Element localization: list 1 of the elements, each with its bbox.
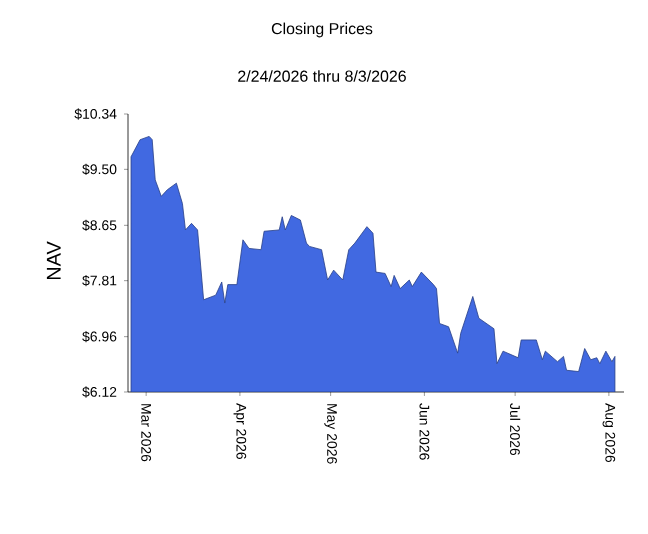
y-axis-title: NAV	[46, 241, 61, 280]
